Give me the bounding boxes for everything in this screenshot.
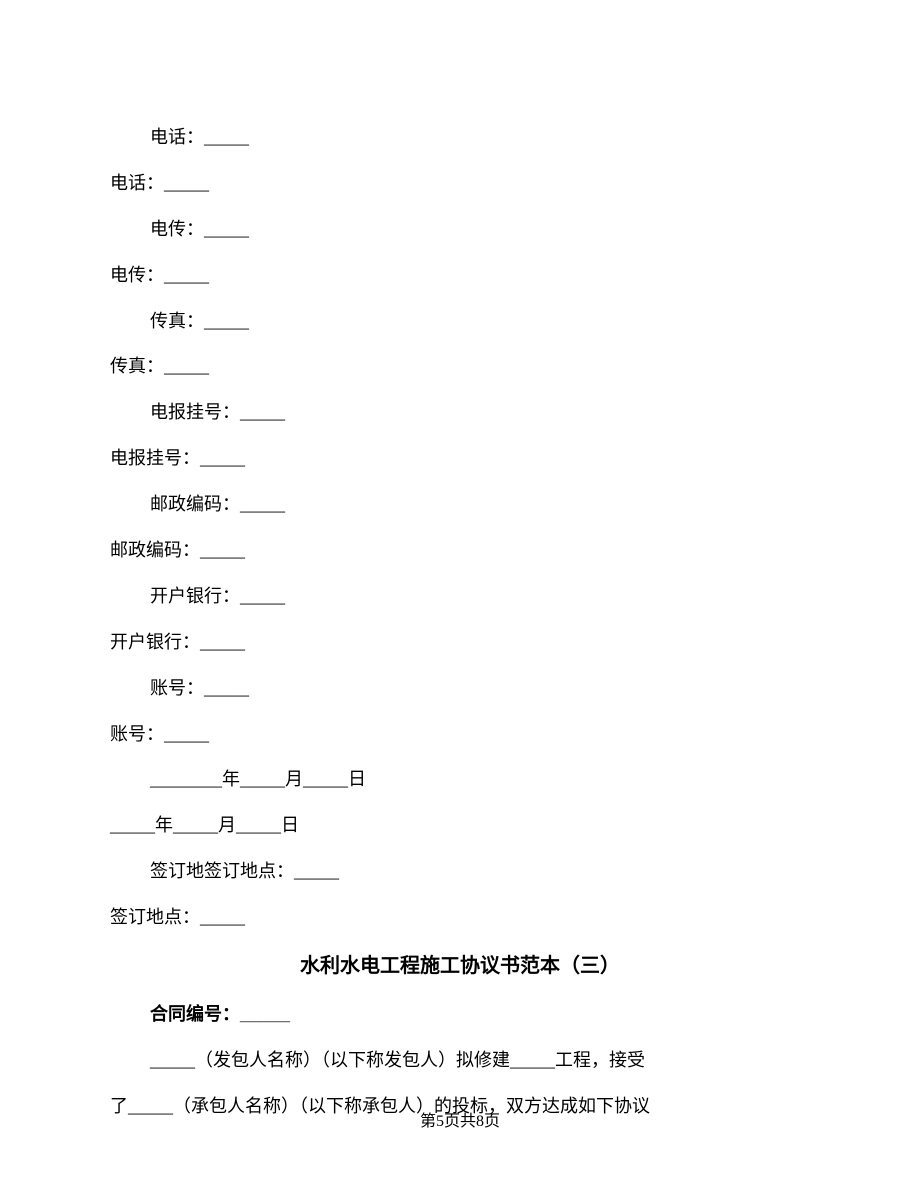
field-sign-place-1: 签订地签订地点：_____ [110,849,810,895]
body-paragraph-1: _____（发包人名称）（以下称发包人）拟修建_____工程，接受 [110,1038,810,1084]
field-sign-place-2: 签订地点：_____ [110,895,810,941]
field-fax-1: 传真：_____ [110,299,810,345]
page-content: 电话：_____ 电话：_____ 电传：_____ 电传：_____ 传真：_… [0,0,920,1130]
document-title: 水利水电工程施工协议书范本（三） [110,941,810,992]
contract-number: 合同编号：_____ [110,992,810,1038]
page-footer: 第5页共8页 [0,1107,920,1131]
field-account-1: 账号：_____ [110,666,810,712]
field-telex-1: 电传：_____ [110,207,810,253]
field-fax-2: 传真：_____ [110,344,810,390]
field-postcode-2: 邮政编码：_____ [110,528,810,574]
field-telegraph-2: 电报挂号：_____ [110,436,810,482]
field-telegraph-1: 电报挂号：_____ [110,390,810,436]
field-date-2: _____年_____月_____日 [110,803,810,849]
field-telex-2: 电传：_____ [110,253,810,299]
field-bank-1: 开户银行：_____ [110,574,810,620]
field-phone-1: 电话：_____ [110,115,810,161]
field-bank-2: 开户银行：_____ [110,620,810,666]
field-postcode-1: 邮政编码：_____ [110,482,810,528]
field-phone-2: 电话：_____ [110,161,810,207]
field-date-1: ________年_____月_____日 [110,757,810,803]
field-account-2: 账号：_____ [110,712,810,758]
